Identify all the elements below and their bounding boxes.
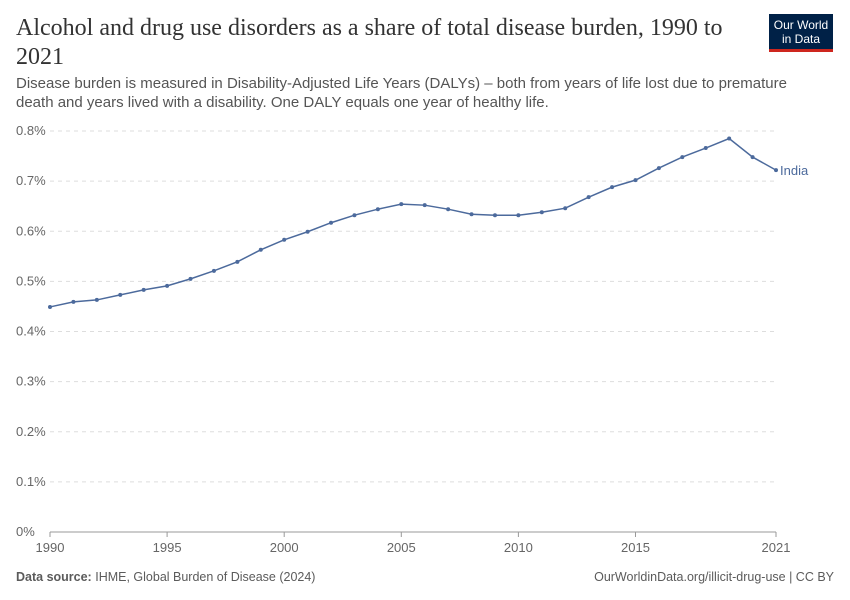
data-point xyxy=(71,299,76,304)
data-point xyxy=(774,168,778,173)
data-point xyxy=(680,155,685,160)
y-tick-label: 0.3% xyxy=(16,374,46,389)
data-point xyxy=(211,268,216,273)
series-line xyxy=(49,137,777,308)
data-point xyxy=(750,155,755,160)
y-tick-label: 0.2% xyxy=(16,424,46,439)
x-tick-label: 2015 xyxy=(621,540,650,555)
y-tick-label: 0.4% xyxy=(16,324,46,339)
data-point xyxy=(727,136,732,141)
data-point xyxy=(422,203,427,208)
y-tick-label: 0.1% xyxy=(16,474,46,489)
x-tick-label: 2000 xyxy=(270,540,299,555)
data-point xyxy=(188,276,193,281)
data-point xyxy=(492,213,497,218)
y-tick-label: 0.5% xyxy=(16,273,46,288)
data-point xyxy=(703,146,708,151)
x-tick-label: 2021 xyxy=(762,540,791,555)
data-point xyxy=(563,206,568,211)
data-point xyxy=(235,259,240,264)
data-point xyxy=(118,292,123,297)
data-point xyxy=(352,213,357,218)
y-tick-label: 0.6% xyxy=(16,223,46,238)
data-source: Data source: IHME, Global Burden of Dise… xyxy=(16,570,315,584)
data-point xyxy=(165,283,170,288)
x-tick-label: 2010 xyxy=(504,540,533,555)
source-label: Data source: xyxy=(16,570,92,584)
logo-text: Our World in Data xyxy=(773,17,829,46)
data-point xyxy=(610,185,615,190)
data-point xyxy=(469,212,474,217)
data-point xyxy=(329,220,334,225)
y-tick-label: 0% xyxy=(16,524,35,539)
chart-subtitle: Disease burden is measured in Disability… xyxy=(16,75,787,111)
data-point xyxy=(446,207,451,212)
data-point xyxy=(399,202,404,207)
data-point xyxy=(375,207,380,212)
y-tick-label: 0.8% xyxy=(16,123,46,138)
data-point xyxy=(305,229,310,234)
data-point xyxy=(94,297,99,302)
data-point xyxy=(141,287,146,292)
x-tick-label: 1995 xyxy=(153,540,182,555)
series-label: India xyxy=(780,163,809,178)
data-point xyxy=(539,210,544,215)
data-point xyxy=(633,178,638,183)
data-point xyxy=(516,213,521,218)
x-tick-label: 2005 xyxy=(387,540,416,555)
data-point xyxy=(48,304,52,309)
owid-logo[interactable]: Our World in Data xyxy=(769,14,833,52)
y-tick-label: 0.7% xyxy=(16,173,46,188)
chart-title: Alcohol and drug use disorders as a shar… xyxy=(16,15,723,70)
x-tick-label: 1990 xyxy=(36,540,65,555)
data-point xyxy=(656,166,661,171)
source-link[interactable]: OurWorldinData.org/illicit-drug-use | CC… xyxy=(594,570,834,584)
data-point xyxy=(282,237,287,242)
source-text: IHME, Global Burden of Disease (2024) xyxy=(95,570,316,584)
data-point xyxy=(258,247,263,252)
data-point xyxy=(586,195,591,200)
